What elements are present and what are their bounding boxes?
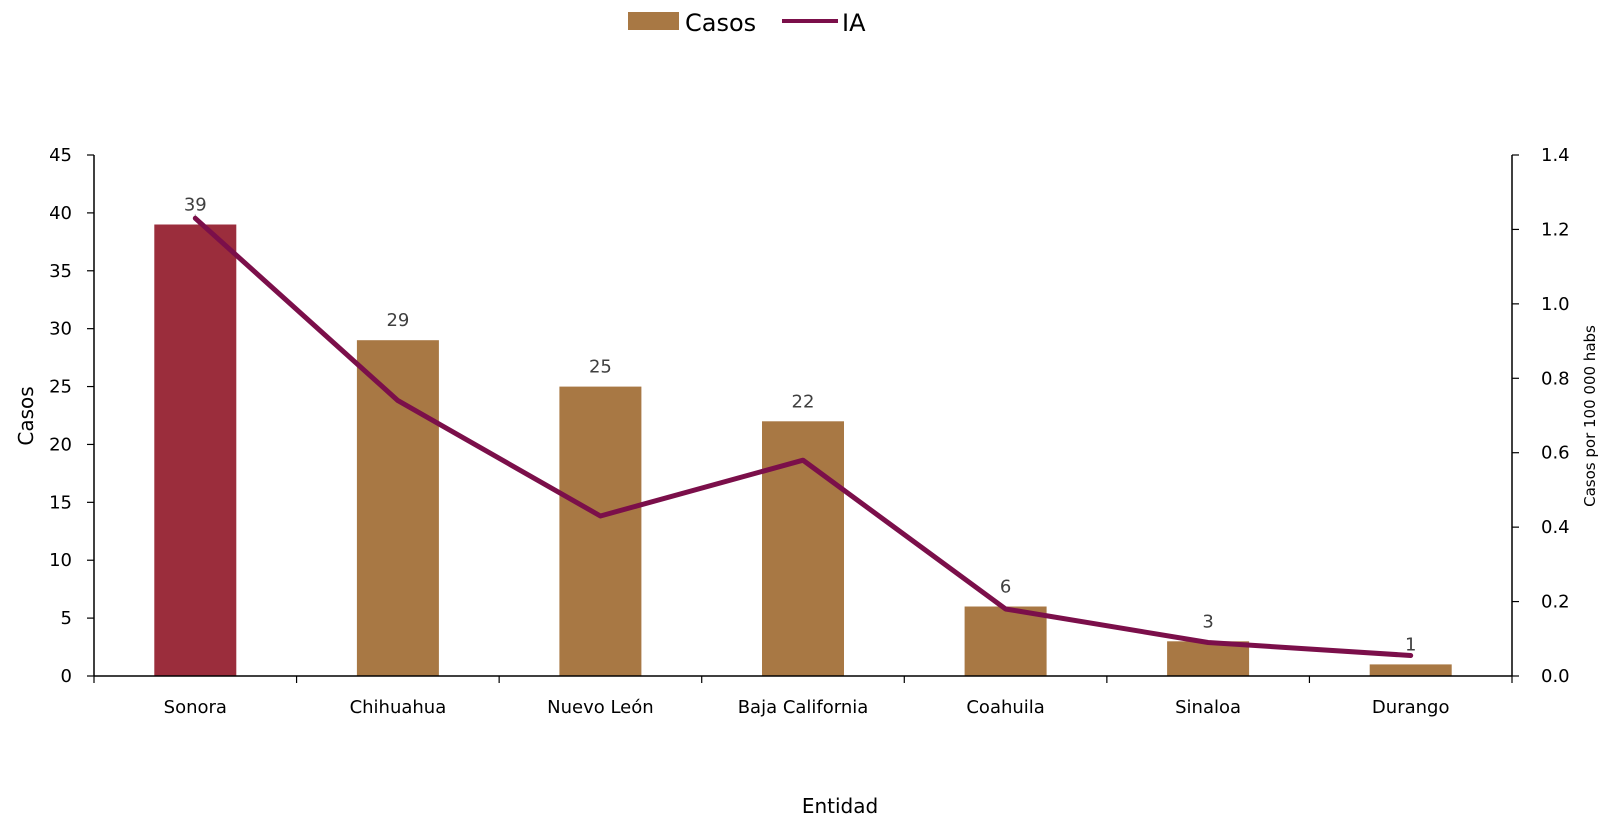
category-labels: Sonora Chihuahua Nuevo León Baja California… xyxy=(164,697,1450,718)
x-ticks xyxy=(93,676,1513,683)
category-label: Coahuila xyxy=(966,697,1044,718)
category-label: Baja California xyxy=(738,697,869,718)
y-tick-label: 5 xyxy=(61,608,72,629)
data-label-3: 22 xyxy=(792,391,815,412)
y2-axis-title: Casos por 100 000 habs xyxy=(1581,325,1599,507)
legend-label-ia: IA xyxy=(842,9,866,37)
y-tick-label: 25 xyxy=(49,377,72,398)
y-tick-label: 15 xyxy=(49,492,72,513)
ia-line-group xyxy=(192,215,1414,658)
data-label-0: 39 xyxy=(184,195,207,216)
y2-tick-label: 0.4 xyxy=(1541,517,1570,538)
y2-tick-label: 1.0 xyxy=(1541,294,1570,315)
y2-tick-label: 1.4 xyxy=(1541,145,1570,166)
bar-0 xyxy=(154,224,237,676)
y-tick-label: 35 xyxy=(49,261,72,282)
y2-tick-label: 0.2 xyxy=(1541,592,1570,613)
y-axis-title: Casos xyxy=(14,386,38,445)
y2-tick-label: 0.8 xyxy=(1541,368,1570,389)
data-labels: 39 29 25 22 6 3 1 xyxy=(184,195,1417,656)
data-label-6: 1 xyxy=(1405,634,1416,655)
legend: Casos IA xyxy=(628,9,866,37)
data-label-2: 25 xyxy=(589,357,612,378)
y2-tick-label: 0.6 xyxy=(1541,443,1570,464)
y-tick-label: 0 xyxy=(61,666,72,687)
axes xyxy=(93,155,1513,677)
category-label: Sinaloa xyxy=(1175,697,1241,718)
y-tick-label: 20 xyxy=(49,434,72,455)
y-ticks-left: 0 5 10 15 20 25 30 35 40 45 xyxy=(49,145,94,687)
y2-tick-label: 0.0 xyxy=(1541,666,1570,687)
y-tick-label: 30 xyxy=(49,319,72,340)
category-label: Chihuahua xyxy=(350,697,447,718)
bar-3 xyxy=(762,421,844,676)
y-ticks-right: 0.0 0.2 0.4 0.6 0.8 1.0 1.2 1.4 xyxy=(1512,145,1570,687)
bar-5 xyxy=(1167,641,1250,676)
y-tick-label: 10 xyxy=(49,550,72,571)
category-label: Durango xyxy=(1372,697,1450,718)
bar-4 xyxy=(964,606,1047,676)
category-label: Sonora xyxy=(164,697,227,718)
bar-6 xyxy=(1369,664,1452,676)
x-axis-title: Entidad xyxy=(802,794,878,817)
legend-label-casos: Casos xyxy=(685,9,756,37)
bar-1 xyxy=(356,340,439,676)
data-label-1: 29 xyxy=(386,310,409,331)
data-label-4: 6 xyxy=(1000,577,1011,598)
y2-tick-label: 1.2 xyxy=(1541,219,1570,240)
ia-line xyxy=(192,215,1414,658)
y-tick-label: 45 xyxy=(49,145,72,166)
data-label-5: 3 xyxy=(1202,611,1213,632)
y-tick-label: 40 xyxy=(49,203,72,224)
legend-swatch-casos xyxy=(628,12,679,30)
bars xyxy=(154,224,1452,676)
category-label: Nuevo León xyxy=(547,697,654,718)
bar-2 xyxy=(559,386,642,676)
